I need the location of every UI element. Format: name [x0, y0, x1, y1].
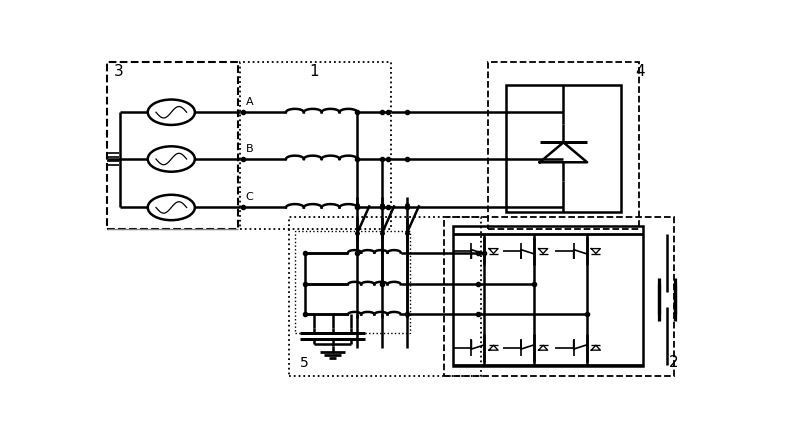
Bar: [239, 62, 391, 229]
Bar: [506, 85, 621, 213]
Text: 4: 4: [635, 64, 645, 79]
Bar: [289, 217, 482, 376]
Text: 3: 3: [114, 64, 124, 79]
Bar: [487, 62, 639, 229]
Text: 5: 5: [300, 356, 308, 370]
Bar: [295, 231, 410, 333]
Text: 1: 1: [309, 64, 318, 79]
Bar: [454, 226, 642, 366]
Text: A: A: [246, 97, 254, 107]
Text: 2: 2: [669, 355, 678, 370]
Text: C: C: [246, 192, 254, 202]
Bar: [107, 62, 238, 229]
Text: B: B: [246, 144, 254, 154]
Bar: [444, 217, 674, 376]
